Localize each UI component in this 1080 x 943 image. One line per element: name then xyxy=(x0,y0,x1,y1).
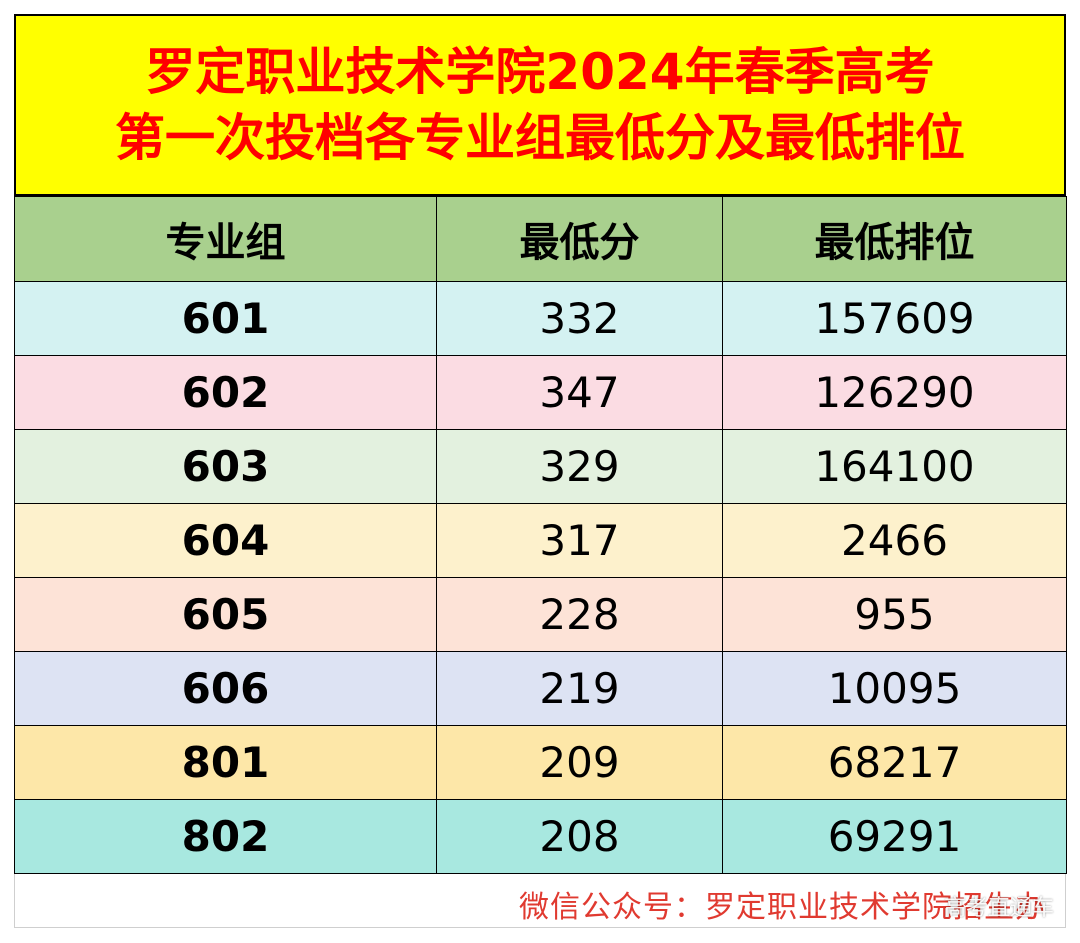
admission-score-table: 专业组 最低分 最低排位 601 332 157609 602 347 1262… xyxy=(14,196,1067,874)
table-row: 801 209 68217 xyxy=(14,725,1067,800)
table-row: 606 219 10095 xyxy=(14,651,1067,726)
cell-min-rank: 2466 xyxy=(722,503,1067,578)
cell-min-rank: 164100 xyxy=(722,429,1067,504)
cell-min-score: 209 xyxy=(436,725,723,800)
cell-major-group: 601 xyxy=(14,281,437,356)
cell-min-score: 332 xyxy=(436,281,723,356)
watermark: 高考直通车 xyxy=(943,896,1054,921)
title-banner: 罗定职业技术学院2024年春季高考 第一次投档各专业组最低分及最低排位 xyxy=(14,14,1066,196)
cell-min-score: 347 xyxy=(436,355,723,430)
wechat-account-note: 微信公众号：罗定职业技术学院招生办 xyxy=(519,890,1046,925)
cell-min-score: 228 xyxy=(436,577,723,652)
table-row: 802 208 69291 xyxy=(14,799,1067,874)
cell-min-rank: 126290 xyxy=(722,355,1067,430)
cell-min-rank: 955 xyxy=(722,577,1067,652)
cell-major-group: 605 xyxy=(14,577,437,652)
table-row: 602 347 126290 xyxy=(14,355,1067,430)
cell-major-group: 606 xyxy=(14,651,437,726)
cell-min-score: 208 xyxy=(436,799,723,874)
cell-min-score: 317 xyxy=(436,503,723,578)
cell-major-group: 802 xyxy=(14,799,437,874)
cell-min-rank: 10095 xyxy=(722,651,1067,726)
cell-major-group: 602 xyxy=(14,355,437,430)
cell-major-group: 801 xyxy=(14,725,437,800)
header-row: 专业组 最低分 最低排位 xyxy=(14,196,1067,282)
header-major-group: 专业组 xyxy=(14,196,437,282)
title-line-1: 罗定职业技术学院2024年春季高考 xyxy=(145,43,935,101)
title-line-2: 第一次投档各专业组最低分及最低排位 xyxy=(115,109,965,167)
cell-min-rank: 157609 xyxy=(722,281,1067,356)
table-row: 604 317 2466 xyxy=(14,503,1067,578)
footer: 微信公众号：罗定职业技术学院招生办 高考直通车 xyxy=(0,882,1080,932)
table-row: 601 332 157609 xyxy=(14,281,1067,356)
cell-min-rank: 68217 xyxy=(722,725,1067,800)
table-row: 605 228 955 xyxy=(14,577,1067,652)
header-min-score: 最低分 xyxy=(436,196,723,282)
cell-min-score: 329 xyxy=(436,429,723,504)
table-row: 603 329 164100 xyxy=(14,429,1067,504)
cell-major-group: 603 xyxy=(14,429,437,504)
cell-min-score: 219 xyxy=(436,651,723,726)
cell-min-rank: 69291 xyxy=(722,799,1067,874)
header-min-rank: 最低排位 xyxy=(722,196,1067,282)
cell-major-group: 604 xyxy=(14,503,437,578)
